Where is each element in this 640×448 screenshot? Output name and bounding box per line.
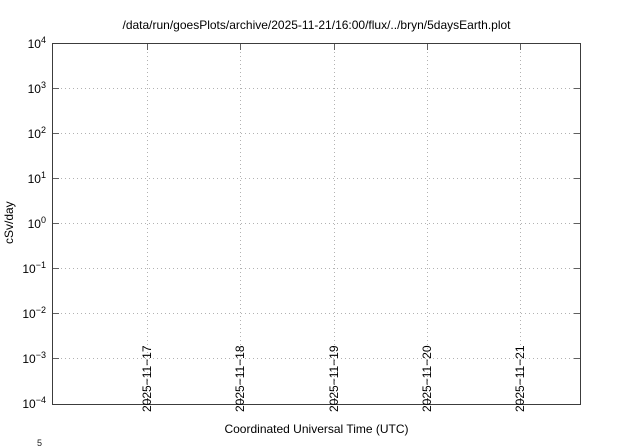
y-tick-mark-left xyxy=(53,178,59,179)
y-tick-exponent: 3 xyxy=(40,80,46,90)
x-tick-mark-bottom xyxy=(147,398,148,404)
x-tick-label: 2025−11−17 xyxy=(139,345,154,412)
x-tick-mark-bottom xyxy=(240,398,241,404)
y-tick-mark-left xyxy=(53,268,59,269)
y-tick-label: 102 xyxy=(0,124,46,144)
y-tick-mark-left xyxy=(53,223,59,224)
y-tick-mark-left xyxy=(53,358,59,359)
y-tick-exponent: −4 xyxy=(35,395,46,405)
y-tick-label: 103 xyxy=(0,79,46,99)
v-gridline xyxy=(427,44,428,404)
chart-title: /data/run/goesPlots/archive/2025-11-21/1… xyxy=(122,18,511,32)
x-tick-mark-top xyxy=(334,44,335,50)
y-tick-base: 10 xyxy=(27,172,41,186)
v-gridline xyxy=(147,44,148,404)
y-tick-mark-left xyxy=(53,133,59,134)
y-tick-label: 10−2 xyxy=(0,304,46,324)
x-tick-label: 2025−11−18 xyxy=(232,345,247,412)
x-tick-label: 2025−11−19 xyxy=(326,345,341,412)
plot-area xyxy=(52,43,581,405)
h-gridline xyxy=(53,223,580,224)
y-tick-mark-right xyxy=(574,268,580,269)
y-tick-base: 10 xyxy=(22,262,36,276)
y-tick-exponent: −3 xyxy=(35,350,46,360)
y-tick-mark-right xyxy=(574,223,580,224)
h-gridline xyxy=(53,133,580,134)
y-tick-mark-right xyxy=(574,133,580,134)
y-tick-exponent: 4 xyxy=(40,35,46,45)
y-tick-mark-right xyxy=(574,313,580,314)
h-gridline xyxy=(53,313,580,314)
x-tick-mark-top xyxy=(240,44,241,50)
y-tick-mark-right xyxy=(574,358,580,359)
y-tick-base: 10 xyxy=(27,127,41,141)
h-gridline xyxy=(53,88,580,89)
y-tick-mark-left xyxy=(53,313,59,314)
y-tick-base: 10 xyxy=(22,397,36,411)
y-tick-mark-right xyxy=(574,178,580,179)
v-gridline xyxy=(520,44,521,404)
v-gridline xyxy=(334,44,335,404)
x-tick-mark-bottom xyxy=(427,398,428,404)
y-tick-exponent: −1 xyxy=(35,260,46,270)
y-tick-base: 10 xyxy=(27,37,41,51)
x-tick-label: 2025−11−20 xyxy=(419,345,434,412)
y-tick-label: 10−1 xyxy=(0,259,46,279)
y-tick-mark-right xyxy=(574,88,580,89)
y-tick-exponent: 2 xyxy=(40,125,46,135)
y-tick-base: 10 xyxy=(22,307,36,321)
h-gridline xyxy=(53,358,580,359)
v-gridline xyxy=(240,44,241,404)
x-tick-mark-top xyxy=(427,44,428,50)
x-tick-mark-bottom xyxy=(334,398,335,404)
h-gridline xyxy=(53,268,580,269)
y-tick-label: 101 xyxy=(0,169,46,189)
y-tick-mark-left xyxy=(53,88,59,89)
x-tick-mark-top xyxy=(520,44,521,50)
y-tick-label: 100 xyxy=(0,214,46,234)
y-tick-label: 10−3 xyxy=(0,349,46,369)
x-axis-label: Coordinated Universal Time (UTC) xyxy=(224,422,409,436)
y-tick-exponent: −2 xyxy=(35,305,46,315)
y-tick-base: 10 xyxy=(27,82,41,96)
clipped-next-plot-exponent: 5 xyxy=(37,438,43,448)
h-gridline xyxy=(53,178,580,179)
x-tick-mark-top xyxy=(147,44,148,50)
y-tick-label: 10−4 xyxy=(0,394,46,414)
y-tick-exponent: 0 xyxy=(40,215,46,225)
y-tick-exponent: 1 xyxy=(40,170,46,180)
y-tick-label: 104 xyxy=(0,34,46,54)
y-tick-base: 10 xyxy=(27,217,41,231)
y-tick-base: 10 xyxy=(22,352,36,366)
x-tick-label: 2025−11−21 xyxy=(512,345,527,412)
x-tick-mark-bottom xyxy=(520,398,521,404)
